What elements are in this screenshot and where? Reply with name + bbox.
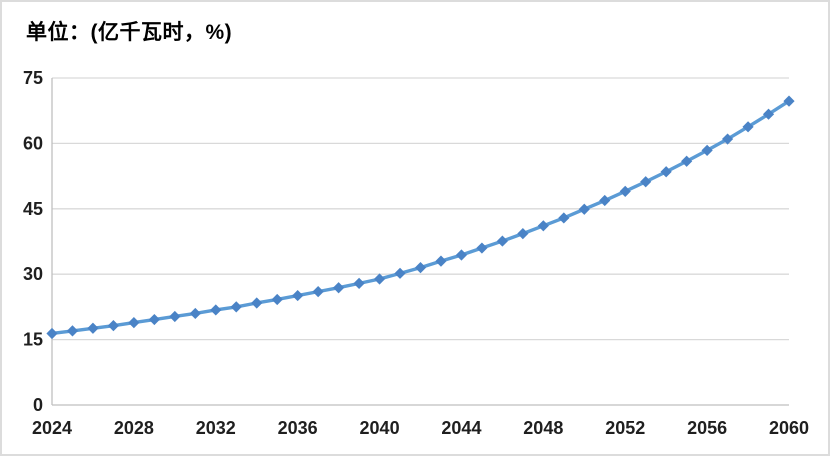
x-axis-tick-label: 2048 bbox=[523, 418, 563, 438]
data-point-marker bbox=[189, 307, 201, 320]
data-point-marker bbox=[394, 267, 406, 279]
data-point-marker bbox=[640, 176, 652, 188]
y-axis-tick-label: 15 bbox=[23, 330, 43, 350]
x-axis-tick-label: 2028 bbox=[114, 418, 154, 438]
data-point-marker bbox=[681, 155, 693, 167]
data-point-marker bbox=[148, 313, 160, 326]
x-axis-tick-label: 2024 bbox=[32, 418, 72, 438]
x-axis-tick-label: 2060 bbox=[769, 418, 809, 438]
data-point-marker bbox=[251, 297, 263, 309]
data-point-marker bbox=[292, 289, 304, 302]
data-point-marker bbox=[169, 310, 181, 323]
data-point-marker bbox=[496, 235, 508, 247]
y-axis-tick-label: 30 bbox=[23, 264, 43, 284]
data-point-marker bbox=[599, 194, 611, 207]
data-point-marker bbox=[783, 95, 795, 107]
data-point-marker bbox=[742, 121, 754, 133]
data-point-marker bbox=[107, 320, 120, 332]
x-axis-tick-label: 2052 bbox=[605, 418, 645, 438]
data-point-marker bbox=[230, 301, 242, 313]
data-point-marker bbox=[312, 286, 324, 298]
data-point-marker bbox=[333, 282, 345, 294]
data-point-marker bbox=[435, 255, 447, 267]
data-point-marker bbox=[66, 325, 79, 337]
data-point-marker bbox=[455, 249, 468, 261]
x-axis-tick-label: 2036 bbox=[278, 418, 318, 438]
data-point-marker bbox=[517, 228, 529, 240]
data-point-marker bbox=[762, 108, 775, 120]
y-axis-tick-label: 0 bbox=[33, 395, 43, 415]
x-axis-tick-label: 2044 bbox=[441, 418, 481, 438]
y-axis-tick-label: 75 bbox=[23, 68, 43, 88]
data-point-marker bbox=[128, 316, 140, 329]
y-axis-tick-label: 45 bbox=[23, 199, 43, 219]
data-point-marker bbox=[210, 304, 222, 316]
data-line-series bbox=[50, 99, 791, 336]
data-point-marker bbox=[353, 277, 365, 289]
data-point-marker bbox=[578, 203, 590, 215]
data-point-marker bbox=[660, 166, 672, 178]
data-point-marker bbox=[558, 212, 570, 224]
data-point-marker bbox=[619, 185, 631, 197]
data-point-marker bbox=[271, 293, 283, 306]
x-axis-tick-label: 2040 bbox=[360, 418, 400, 438]
data-point-marker bbox=[373, 273, 386, 285]
x-axis-tick-label: 2032 bbox=[196, 418, 236, 438]
data-point-marker bbox=[87, 322, 99, 334]
chart-title: 单位：(亿千瓦时，%) bbox=[26, 21, 233, 44]
data-point-marker bbox=[414, 262, 427, 274]
x-axis-tick-label: 2056 bbox=[687, 418, 727, 438]
data-point-marker bbox=[476, 242, 488, 254]
data-point-marker bbox=[46, 327, 58, 340]
y-axis-tick-label: 60 bbox=[23, 133, 43, 153]
data-point-marker bbox=[537, 220, 549, 232]
data-point-marker bbox=[701, 144, 713, 156]
data-point-marker bbox=[721, 133, 734, 145]
